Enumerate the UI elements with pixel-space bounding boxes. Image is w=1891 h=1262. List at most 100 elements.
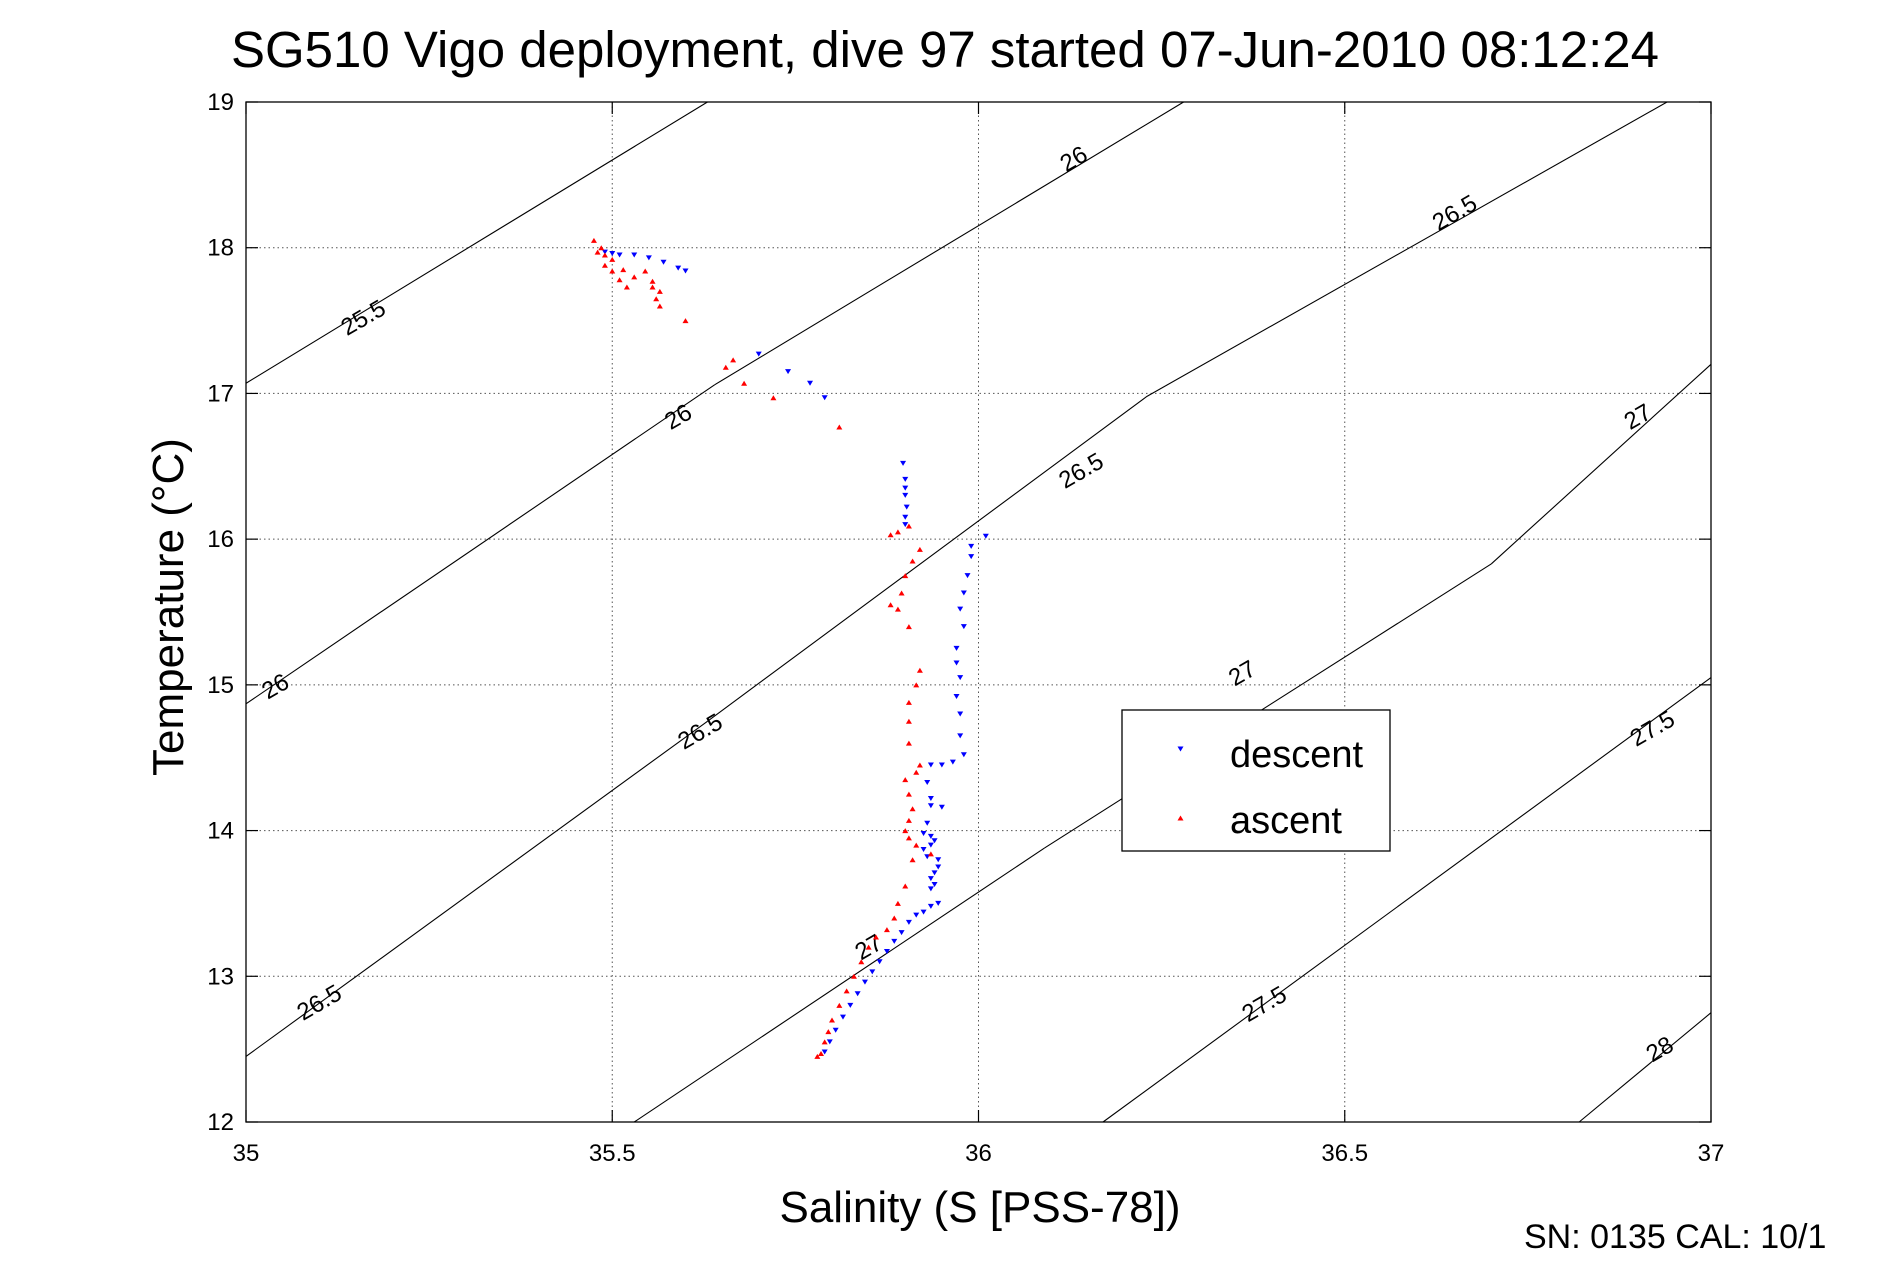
point-descent — [957, 675, 964, 681]
point-descent — [960, 590, 967, 596]
data-points — [590, 237, 989, 1059]
x-tick-label: 35 — [233, 1140, 260, 1167]
point-ascent — [916, 762, 923, 768]
y-axis-label: Temperature (°C) — [144, 438, 193, 776]
point-descent — [900, 460, 907, 466]
point-descent — [968, 543, 975, 549]
point-ascent — [905, 523, 912, 529]
legend-marker-ascent — [1177, 815, 1184, 821]
y-tick-label: 13 — [207, 963, 234, 990]
y-tick-label: 15 — [207, 672, 234, 699]
point-descent — [903, 504, 910, 510]
point-ascent — [598, 245, 605, 251]
point-descent — [876, 959, 883, 965]
point-ascent — [909, 806, 916, 812]
point-descent — [953, 694, 960, 700]
contour-line — [707, 395, 1148, 722]
point-ascent — [902, 573, 909, 579]
contour-label: 26 — [257, 668, 294, 705]
point-ascent — [818, 1051, 825, 1057]
contour-line — [1490, 363, 1712, 565]
point-descent — [675, 265, 682, 271]
point-ascent — [913, 682, 920, 688]
point-descent — [938, 762, 945, 768]
point-ascent — [620, 267, 627, 273]
point-descent — [898, 930, 905, 936]
point-ascent — [649, 284, 656, 290]
y-tick-label: 17 — [207, 380, 234, 407]
contour-line — [245, 101, 708, 384]
point-descent — [949, 759, 956, 765]
contour-line — [1044, 563, 1492, 849]
point-descent — [982, 533, 989, 539]
point-descent — [755, 351, 762, 357]
legend: descent ascent — [1121, 709, 1391, 852]
point-descent — [854, 991, 861, 997]
point-descent — [931, 870, 938, 876]
x-tick-label: 36.5 — [1321, 1140, 1368, 1167]
point-ascent — [656, 303, 663, 309]
point-descent — [920, 847, 927, 853]
legend-label-ascent: ascent — [1230, 800, 1342, 842]
point-descent — [935, 900, 942, 906]
point-descent — [938, 804, 945, 810]
point-descent — [609, 251, 616, 257]
point-descent — [902, 522, 909, 528]
point-ascent — [894, 606, 901, 612]
point-descent — [645, 255, 652, 261]
y-tick-label: 19 — [207, 89, 234, 116]
point-descent — [964, 573, 971, 579]
x-tick-label: 36 — [965, 1140, 992, 1167]
point-descent — [960, 624, 967, 630]
point-descent — [931, 881, 938, 887]
point-ascent — [649, 278, 656, 284]
point-ascent — [905, 624, 912, 630]
point-descent — [927, 903, 934, 909]
contour-label: 27 — [1620, 399, 1657, 436]
point-descent — [631, 252, 638, 258]
point-ascent — [642, 268, 649, 274]
point-ascent — [836, 424, 843, 430]
point-ascent — [891, 915, 898, 921]
point-ascent — [927, 851, 934, 857]
point-ascent — [902, 883, 909, 889]
point-ascent — [609, 268, 616, 274]
point-descent — [927, 833, 934, 839]
chart-title: SG510 Vigo deployment, dive 97 started 0… — [231, 21, 1659, 78]
point-ascent — [609, 256, 616, 262]
contour-line — [245, 384, 716, 705]
contour-label: 26.5 — [293, 980, 347, 1027]
point-ascent — [905, 835, 912, 841]
contour-label: 26.5 — [673, 709, 727, 756]
point-descent — [927, 886, 934, 892]
point-descent — [847, 1002, 854, 1008]
contour-label: 27.5 — [1237, 981, 1291, 1028]
point-ascent — [902, 777, 909, 783]
point-descent — [927, 796, 934, 802]
contour-label: 26.5 — [1054, 448, 1108, 495]
contour-label: 25.5 — [336, 295, 390, 342]
point-descent — [861, 979, 868, 985]
point-descent — [968, 554, 975, 560]
point-descent — [935, 857, 942, 863]
point-ascent — [601, 252, 608, 258]
point-descent — [902, 476, 909, 482]
point-descent — [869, 969, 876, 975]
point-descent — [957, 711, 964, 717]
point-ascent — [909, 558, 916, 564]
point-ascent — [656, 288, 663, 294]
point-ascent — [905, 740, 912, 746]
point-descent — [927, 842, 934, 848]
point-descent — [902, 514, 909, 520]
point-descent — [924, 820, 931, 826]
point-descent — [839, 1014, 846, 1020]
point-descent — [927, 876, 934, 882]
point-descent — [960, 752, 967, 758]
point-descent — [953, 645, 960, 651]
point-descent — [891, 938, 898, 944]
point-descent — [660, 259, 667, 265]
point-descent — [682, 268, 689, 274]
point-descent — [902, 485, 909, 491]
y-tick-label: 12 — [207, 1109, 234, 1136]
point-ascent — [909, 857, 916, 863]
